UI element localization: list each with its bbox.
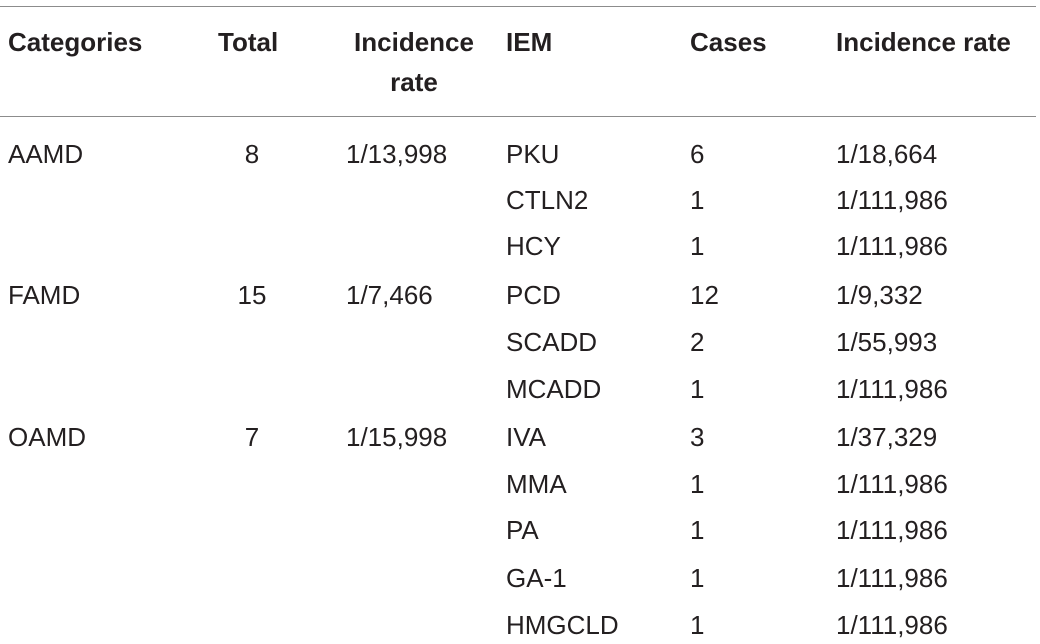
row-cases: 3 xyxy=(690,422,705,452)
group-total: 8 xyxy=(244,139,260,169)
row-cases: 2 xyxy=(690,327,705,357)
row-incidence-rate: 1/111,986 xyxy=(836,185,948,215)
row-incidence-rate: 1/111,986 xyxy=(836,374,948,404)
header-iem: IEM xyxy=(506,27,553,57)
header-incidence-rate-group: Incidence rate xyxy=(346,22,482,102)
row-iem: SCADD xyxy=(506,327,598,357)
header-bottom-rule xyxy=(0,116,1036,117)
group-incidence-rate: 1/15,998 xyxy=(346,422,448,452)
header-cases: Cases xyxy=(690,27,767,57)
row-iem: HCY xyxy=(506,231,561,261)
group-category: FAMD xyxy=(8,280,81,310)
header-incidence-line1: Incidence xyxy=(354,27,474,57)
row-cases: 1 xyxy=(690,374,705,404)
row-iem: MCADD xyxy=(506,374,602,404)
row-iem: CTLN2 xyxy=(506,185,589,215)
group-incidence-rate: 1/7,466 xyxy=(346,280,433,310)
group-total: 15 xyxy=(237,280,267,310)
row-iem: GA-1 xyxy=(506,563,567,593)
row-cases: 6 xyxy=(690,139,705,169)
row-cases: 1 xyxy=(690,185,705,215)
row-cases: 1 xyxy=(690,231,705,261)
row-cases: 1 xyxy=(690,563,705,593)
header-categories: Categories xyxy=(8,27,143,57)
row-iem: MMA xyxy=(506,469,567,499)
row-iem: PKU xyxy=(506,139,560,169)
row-cases: 1 xyxy=(690,515,705,545)
row-incidence-rate: 1/111,986 xyxy=(836,469,948,499)
header-incidence-rate: Incidence rate xyxy=(836,27,1011,57)
row-iem: IVA xyxy=(506,422,546,452)
row-cases: 1 xyxy=(690,610,705,640)
row-incidence-rate: 1/55,993 xyxy=(836,327,938,357)
row-cases: 12 xyxy=(690,280,719,310)
group-total: 7 xyxy=(244,422,260,452)
row-cases: 1 xyxy=(690,469,705,499)
row-incidence-rate: 1/111,986 xyxy=(836,231,948,261)
row-iem: PA xyxy=(506,515,539,545)
group-incidence-rate: 1/13,998 xyxy=(346,139,448,169)
header-incidence-line2: rate xyxy=(390,67,438,97)
row-iem: PCD xyxy=(506,280,561,310)
group-category: AAMD xyxy=(8,139,84,169)
row-iem: HMGCLD xyxy=(506,610,619,640)
table-top-rule xyxy=(0,6,1036,7)
row-incidence-rate: 1/18,664 xyxy=(836,139,938,169)
row-incidence-rate: 1/111,986 xyxy=(836,610,948,640)
header-total: Total xyxy=(218,27,279,57)
row-incidence-rate: 1/111,986 xyxy=(836,515,948,545)
row-incidence-rate: 1/111,986 xyxy=(836,563,948,593)
group-category: OAMD xyxy=(8,422,86,452)
row-incidence-rate: 1/9,332 xyxy=(836,280,923,310)
row-incidence-rate: 1/37,329 xyxy=(836,422,938,452)
